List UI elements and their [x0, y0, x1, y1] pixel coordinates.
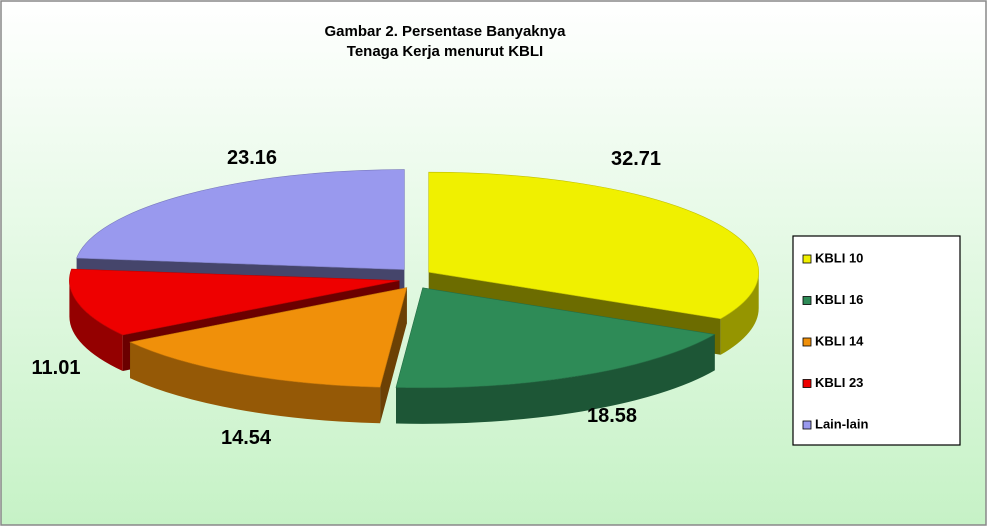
slice — [129, 287, 408, 388]
chart-title: Gambar 2. Persentase Banyaknya — [325, 23, 567, 40]
legend: KBLI 10 KBLI 16 KBLI 14 KBLI 23 Lain-lain — [802, 250, 869, 431]
slice — [69, 268, 400, 336]
legend-label: KBLI 10 — [815, 250, 863, 265]
value-label: 18.58 — [587, 405, 637, 427]
value-label: 32.71 — [611, 148, 661, 170]
legend-swatch — [802, 379, 812, 388]
legend-swatch — [802, 420, 812, 430]
legend-label: KBLI 14 — [815, 333, 864, 348]
legend-swatch — [802, 254, 812, 264]
legend-label: KBLI 16 — [815, 292, 863, 307]
legend-swatch — [802, 296, 812, 305]
chart-title: Tenaga Kerja menurut KBLI — [347, 43, 543, 60]
slice-wall — [396, 334, 715, 424]
slice-wall — [130, 342, 381, 424]
slice — [428, 171, 759, 320]
slice-wall — [69, 280, 123, 371]
slice — [76, 169, 405, 270]
legend-label: Lain-lain — [815, 416, 869, 431]
value-label: 14.54 — [221, 427, 272, 449]
slice-wall — [720, 272, 759, 355]
legend-label: KBLI 23 — [815, 375, 863, 390]
slice — [395, 287, 716, 389]
legend-swatch — [802, 337, 812, 347]
value-label: 11.01 — [32, 357, 81, 379]
legend-box — [792, 235, 961, 446]
value-label: 23.16 — [227, 147, 277, 169]
pie — [69, 169, 759, 424]
